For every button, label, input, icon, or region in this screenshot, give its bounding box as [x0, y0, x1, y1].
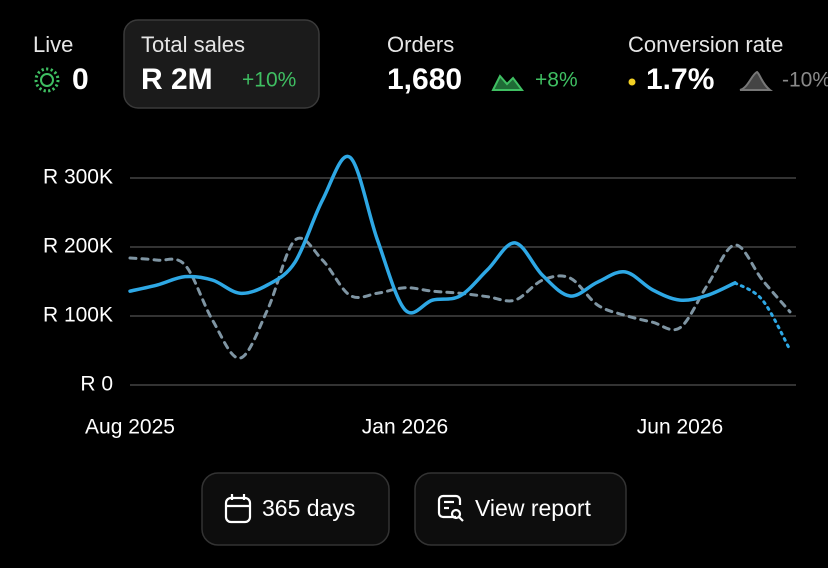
- x-tick-label: Jun 2026: [637, 416, 723, 439]
- report-icon: [437, 494, 464, 522]
- sparkline-icon: [739, 70, 773, 91]
- metric-value: 1.7%: [646, 63, 714, 96]
- y-tick-label: R 300K: [43, 166, 113, 189]
- series-line: [128, 154, 737, 315]
- metric-value: R 2M: [141, 63, 213, 96]
- metric-change: -10%: [782, 69, 828, 92]
- y-tick-label: R 100K: [43, 304, 113, 327]
- x-tick-label: Aug 2025: [85, 416, 175, 439]
- metric-label[interactable]: Orders: [387, 32, 454, 57]
- y-tick-label: R 0: [80, 373, 113, 396]
- series-line: [128, 236, 792, 360]
- status-dot: [628, 78, 636, 86]
- metric-label: Total sales: [141, 32, 245, 57]
- selected-metric-box[interactable]: [123, 19, 320, 109]
- button-label[interactable]: View report: [475, 495, 592, 521]
- range-button[interactable]: [201, 472, 390, 546]
- report-button[interactable]: [414, 472, 627, 546]
- metric-change: +8%: [535, 69, 578, 92]
- metric-value: 0: [72, 63, 89, 96]
- chart: R 0 R 100K R 200K R 300K Aug 2025 Jan 2026 Jun…: [43, 154, 796, 439]
- metric-value: 1,680: [387, 63, 462, 96]
- metric-label: Live: [33, 32, 73, 57]
- button-label[interactable]: 365 days: [262, 495, 355, 521]
- metric-label[interactable]: Conversion rate: [628, 32, 783, 57]
- metric-change: +10%: [242, 69, 296, 92]
- sparkline-icon: [491, 74, 524, 91]
- live-icon: [34, 67, 60, 93]
- calendar-icon: [224, 494, 252, 524]
- y-tick-label: R 200K: [43, 235, 113, 258]
- series-line: [733, 281, 792, 352]
- x-tick-label: Jan 2026: [362, 416, 448, 439]
